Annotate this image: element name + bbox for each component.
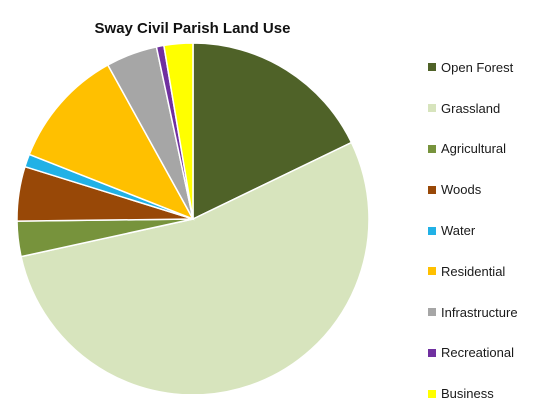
legend-label: Open Forest	[441, 59, 514, 75]
legend-swatch	[428, 308, 436, 317]
pie-slice-grassland	[20, 141, 370, 394]
legend-label: Infrastructure	[441, 304, 518, 320]
pie-slices	[16, 42, 370, 394]
legend-label: Recreational	[441, 345, 514, 361]
legend-item-agricultural: Agricultural	[428, 129, 518, 170]
legend-swatch	[428, 104, 436, 113]
legend-label: Water	[441, 223, 476, 239]
legend-swatch	[428, 348, 436, 357]
legend-swatch	[428, 63, 436, 72]
legend-swatch	[428, 185, 436, 194]
legend-swatch	[428, 144, 436, 153]
legend-label: Woods	[441, 182, 482, 198]
pie-slice-business	[162, 42, 194, 220]
legend-item-open-forest: Open Forest	[428, 47, 518, 88]
pie-slice-open-forest	[192, 42, 353, 221]
legend-label: Agricultural	[441, 141, 507, 157]
legend-swatch	[428, 267, 436, 276]
legend-item-water: Water	[428, 210, 518, 251]
chart-title: Sway Civil Parish Land Use	[94, 20, 291, 37]
legend-item-residential: Residential	[428, 251, 518, 292]
legend-item-recreational: Recreational	[428, 333, 518, 374]
legend-item-grassland: Grassland	[428, 88, 518, 129]
legend: Open Forest Grassland Agricultural Woods Wat…	[428, 47, 518, 414]
pie-slice-residential	[28, 63, 195, 221]
legend-item-woods: Woods	[428, 169, 518, 210]
legend-label: Residential	[441, 263, 506, 279]
pie-chart	[16, 42, 370, 394]
legend-item-infrastructure: Infrastructure	[428, 292, 518, 333]
legend-swatch	[428, 226, 436, 235]
legend-label: Grassland	[441, 100, 501, 116]
